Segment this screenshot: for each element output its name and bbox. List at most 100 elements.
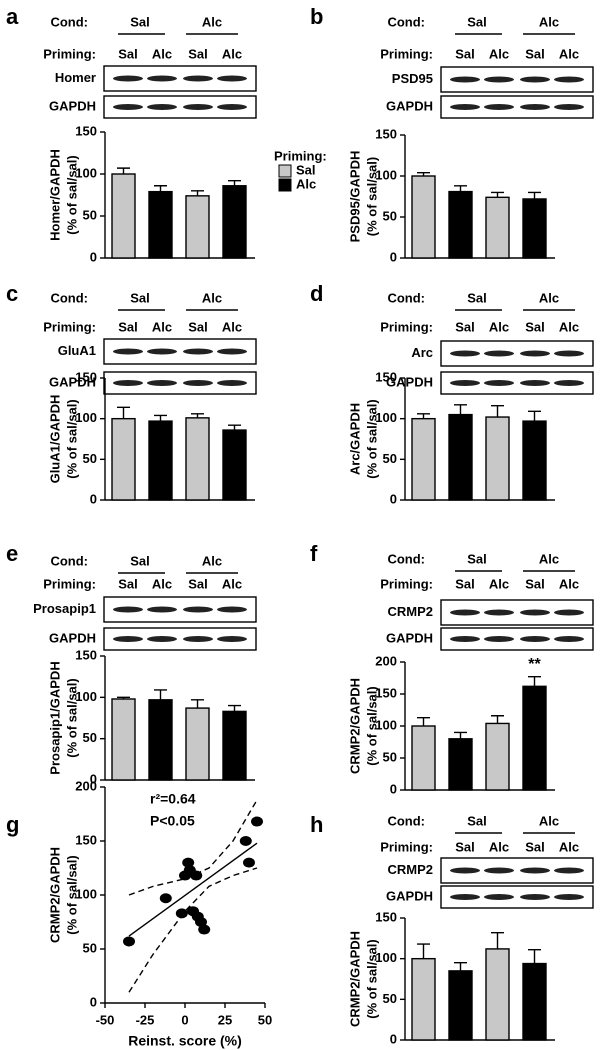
priming: Alc	[152, 319, 172, 334]
blot-band	[554, 76, 584, 83]
error-bar	[417, 943, 430, 959]
blot-label: CRMP2	[387, 862, 433, 877]
y-tick-label: 100	[375, 950, 397, 965]
y-tick-label: 100	[375, 410, 397, 425]
point	[195, 917, 207, 927]
y-tick-label: 50	[383, 451, 397, 466]
bar	[111, 698, 136, 781]
y-tick-label: 100	[75, 689, 97, 704]
panel-letter: a	[6, 4, 19, 29]
error-bar	[117, 167, 130, 174]
cond-label: Cond:	[50, 553, 88, 568]
error-bar	[117, 406, 130, 419]
blot-band	[450, 867, 480, 874]
y-axis-label: PSD95/GAPDH	[347, 151, 362, 243]
blot-box	[440, 885, 594, 909]
y-tick-label: 150	[375, 909, 397, 924]
priming: Alc	[559, 46, 579, 61]
priming: Alc	[222, 46, 242, 61]
blot-band	[484, 867, 514, 874]
cond-label: Cond:	[387, 813, 425, 828]
significance: **	[528, 656, 541, 673]
priming: Alc	[559, 319, 579, 334]
bar	[485, 722, 510, 791]
condition: Alc	[202, 553, 222, 568]
cond-label: Cond:	[50, 14, 88, 29]
error-bar	[528, 676, 541, 687]
priming: Alc	[559, 576, 579, 591]
blot-label: PSD95	[392, 71, 433, 86]
bar	[411, 175, 436, 259]
error-bar	[228, 704, 241, 712]
blot-band	[450, 350, 480, 357]
blot-band	[520, 380, 550, 386]
bar	[411, 957, 436, 1041]
priming: Sal	[118, 576, 138, 591]
blot-band	[520, 350, 550, 357]
y-tick-label: 50	[83, 940, 97, 955]
blot-band	[113, 636, 143, 642]
condition: Alc	[202, 290, 222, 305]
y-axis-label: (% of sal/sal)	[364, 399, 379, 478]
y-tick-label: 50	[83, 730, 97, 745]
bar	[411, 725, 436, 791]
y-tick-label: 150	[375, 685, 397, 700]
bar	[185, 707, 210, 781]
blot-label: Arc	[411, 345, 433, 360]
bar	[148, 190, 173, 259]
condition: Alc	[539, 14, 559, 29]
priming-label: Priming:	[43, 576, 96, 591]
y-tick-label: 50	[83, 207, 97, 222]
x-tick-label: -25	[136, 1012, 155, 1027]
point	[239, 836, 252, 846]
blot-label: GAPDH	[386, 374, 433, 389]
blot-band	[520, 76, 550, 83]
priming: Sal	[525, 46, 545, 61]
condition: Sal	[130, 553, 150, 568]
x-tick-label: 0	[181, 1012, 188, 1027]
y-tick-label: 50	[383, 991, 397, 1006]
blot-band	[217, 104, 247, 110]
bar	[485, 196, 510, 259]
error-bar	[491, 404, 504, 418]
blot-band	[183, 75, 213, 82]
bar	[448, 413, 473, 501]
error-bar	[191, 413, 204, 418]
y-axis-label: Prosapip1/GAPDH	[47, 661, 62, 774]
blot-band	[554, 636, 584, 642]
priming: Sal	[118, 46, 138, 61]
bar	[522, 962, 547, 1041]
condition: Sal	[130, 290, 150, 305]
blot-band	[450, 636, 480, 642]
blot-band	[147, 636, 177, 642]
bar	[222, 429, 247, 501]
point	[243, 857, 255, 868]
error-bar	[491, 931, 504, 949]
fit-line	[128, 842, 258, 937]
y-tick-label: 0	[390, 781, 397, 796]
error-bar	[528, 410, 541, 422]
y-tick-label: 50	[383, 208, 397, 223]
y-tick-label: 0	[90, 994, 97, 1009]
priming: Sal	[525, 319, 545, 334]
condition: Alc	[202, 14, 222, 29]
bar	[522, 420, 547, 501]
priming: Sal	[455, 839, 475, 854]
priming-label: Priming:	[380, 46, 433, 61]
error-bar	[228, 424, 241, 431]
blot-band	[183, 606, 213, 613]
blot-band	[113, 380, 143, 386]
panel-letter: c	[6, 281, 18, 306]
error-bar	[154, 185, 167, 192]
y-tick-label: 200	[75, 778, 97, 793]
bar	[448, 190, 473, 259]
bar	[185, 417, 210, 501]
y-tick-label: 50	[83, 451, 97, 466]
y-tick-label: 100	[375, 167, 397, 182]
legend-label: Sal	[296, 162, 316, 177]
y-tick-label: 150	[75, 647, 97, 662]
condition: Alc	[539, 551, 559, 566]
y-tick-label: 100	[375, 717, 397, 732]
blot-box	[103, 627, 257, 651]
blot-band	[450, 380, 480, 386]
